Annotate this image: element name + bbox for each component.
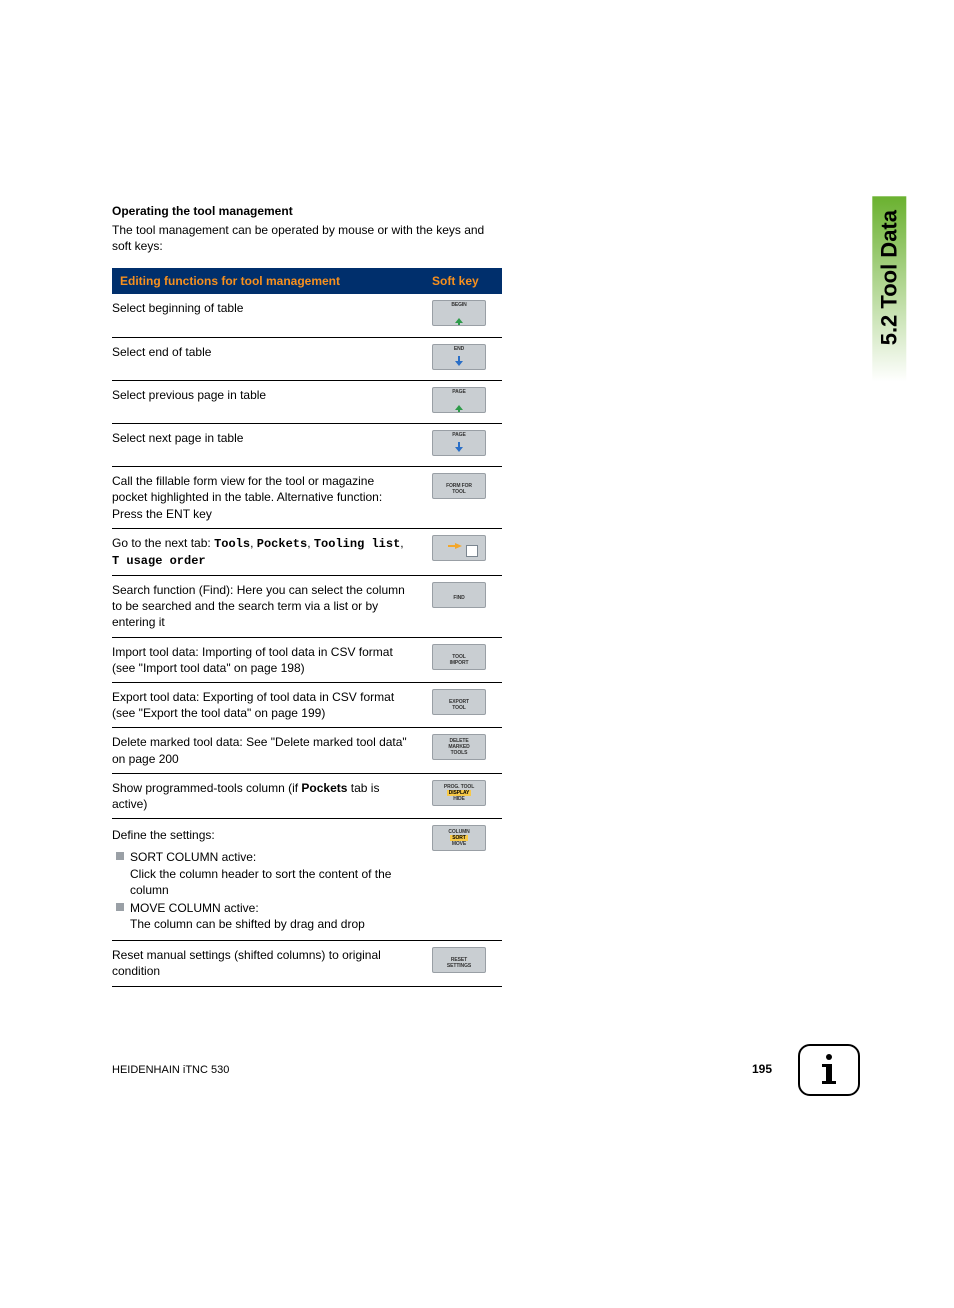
intro-text: The tool management can be operated by m… — [112, 222, 502, 254]
row-softkey: FORM FORTOOL — [424, 467, 502, 529]
table-row: Select next page in table PAGE — [112, 423, 502, 466]
row-desc: Select end of table — [112, 337, 424, 380]
settings-intro: Define the settings: — [112, 827, 412, 843]
th-softkey: Soft key — [424, 268, 502, 294]
row-softkey: FIND — [424, 576, 502, 638]
row-desc: Define the settings: SORT COLUMN active:… — [112, 819, 424, 941]
th-desc: Editing functions for tool management — [112, 268, 424, 294]
row-desc: Call the fillable form view for the tool… — [112, 467, 424, 529]
row-softkey: PROG. TOOLDISPLAYHIDE — [424, 773, 502, 818]
settings-list: SORT COLUMN active:Click the column head… — [116, 849, 412, 932]
row-desc: Go to the next tab: Tools, Pockets, Tool… — [112, 528, 424, 575]
settings-block: Define the settings: SORT COLUMN active:… — [112, 825, 412, 932]
settings-item-body: MOVE COLUMN active:The column can be shi… — [130, 900, 365, 932]
table-row: Import tool data: Importing of tool data… — [112, 637, 502, 682]
bullet-icon — [116, 903, 124, 911]
row-softkey: EXPORTTOOL — [424, 683, 502, 728]
table-row: Define the settings: SORT COLUMN active:… — [112, 819, 502, 941]
row-softkey: TOOLIMPORT — [424, 637, 502, 682]
settings-item: MOVE COLUMN active:The column can be shi… — [116, 900, 412, 932]
table-row: Search function (Find): Here you can sel… — [112, 576, 502, 638]
table-row: Call the fillable form view for the tool… — [112, 467, 502, 529]
softkey-icon: FIND — [432, 582, 486, 608]
softkey-icon: COLUMNSORTMOVE — [432, 825, 486, 851]
row-softkey: END — [424, 337, 502, 380]
row-softkey: DELETEMARKEDTOOLS — [424, 728, 502, 773]
softkey-icon: BEGIN — [432, 300, 486, 326]
softkey-icon: DELETEMARKEDTOOLS — [432, 734, 486, 760]
table-row: Delete marked tool data: See "Delete mar… — [112, 728, 502, 773]
row-softkey: RESETSETTINGS — [424, 941, 502, 986]
softkey-table: Editing functions for tool management So… — [112, 268, 502, 986]
table-row: Select previous page in table PAGE — [112, 380, 502, 423]
row-desc: Show programmed-tools column (if Pockets… — [112, 773, 424, 818]
row-desc: Select beginning of table — [112, 294, 424, 337]
main-content: Operating the tool management The tool m… — [112, 204, 502, 987]
softkey-icon — [432, 535, 486, 561]
footer-left: HEIDENHAIN iTNC 530 — [112, 1064, 229, 1076]
softkey-icon: TOOLIMPORT — [432, 644, 486, 670]
table-row: Export tool data: Exporting of tool data… — [112, 683, 502, 728]
section-heading: Operating the tool management — [112, 204, 502, 218]
softkey-icon: PROG. TOOLDISPLAYHIDE — [432, 780, 486, 806]
softkey-icon: END — [432, 344, 486, 370]
table-row: Select end of table END — [112, 337, 502, 380]
row-desc: Select previous page in table — [112, 380, 424, 423]
row-desc: Delete marked tool data: See "Delete mar… — [112, 728, 424, 773]
settings-item-body: SORT COLUMN active:Click the column head… — [130, 849, 412, 898]
table-row: Select beginning of table BEGIN — [112, 294, 502, 337]
softkey-icon: PAGE — [432, 430, 486, 456]
softkey-icon: FORM FORTOOL — [432, 473, 486, 499]
info-icon — [798, 1044, 860, 1096]
bullet-icon — [116, 852, 124, 860]
softkey-icon: PAGE — [432, 387, 486, 413]
row-softkey: PAGE — [424, 423, 502, 466]
row-softkey: BEGIN — [424, 294, 502, 337]
table-row: Show programmed-tools column (if Pockets… — [112, 773, 502, 818]
table-row: Reset manual settings (shifted columns) … — [112, 941, 502, 986]
page-number: 195 — [752, 1062, 772, 1076]
row-desc: Search function (Find): Here you can sel… — [112, 576, 424, 638]
row-softkey: PAGE — [424, 380, 502, 423]
settings-item: SORT COLUMN active:Click the column head… — [116, 849, 412, 898]
side-tab: 5.2 Tool Data — [872, 196, 906, 505]
row-desc: Export tool data: Exporting of tool data… — [112, 683, 424, 728]
row-softkey: COLUMNSORTMOVE — [424, 819, 502, 941]
softkey-icon: RESETSETTINGS — [432, 947, 486, 973]
table-row: Go to the next tab: Tools, Pockets, Tool… — [112, 528, 502, 575]
row-softkey — [424, 528, 502, 575]
row-desc: Select next page in table — [112, 423, 424, 466]
softkey-icon: EXPORTTOOL — [432, 689, 486, 715]
row-desc: Import tool data: Importing of tool data… — [112, 637, 424, 682]
row-desc: Reset manual settings (shifted columns) … — [112, 941, 424, 986]
